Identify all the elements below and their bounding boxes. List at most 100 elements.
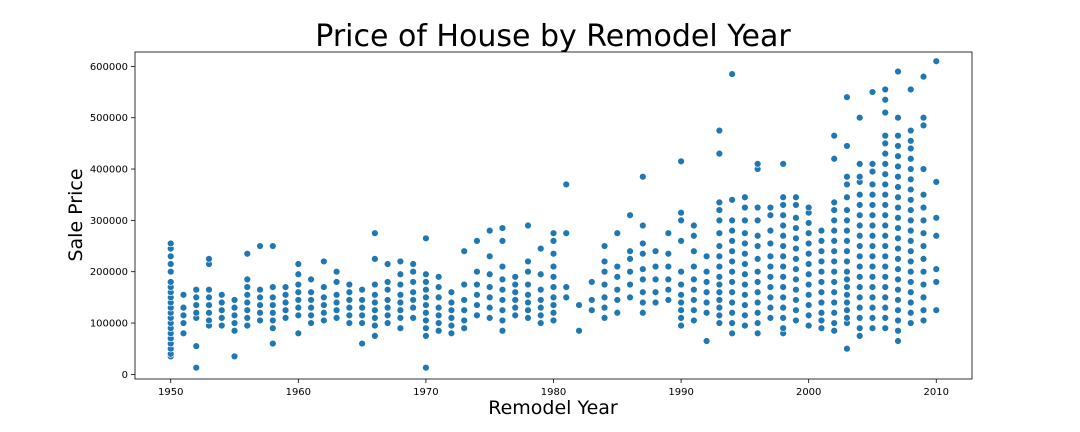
data-point — [932, 278, 940, 286]
data-point — [779, 252, 787, 261]
data-point — [269, 293, 277, 302]
data-point — [766, 314, 775, 322]
data-point — [218, 314, 226, 322]
data-point — [409, 260, 417, 268]
data-point — [549, 293, 558, 302]
data-point — [588, 306, 596, 314]
data-point — [856, 293, 864, 302]
data-point — [549, 316, 558, 325]
data-point — [779, 160, 787, 168]
data-point — [358, 285, 366, 294]
data-point — [371, 229, 379, 237]
data-point — [881, 96, 889, 104]
data-point — [434, 327, 443, 335]
data-point — [486, 303, 494, 312]
data-point — [320, 283, 328, 291]
data-point — [881, 252, 889, 261]
data-point — [639, 298, 647, 307]
data-point — [600, 242, 609, 250]
data-point — [256, 293, 264, 302]
data-point — [473, 301, 481, 309]
data-point — [779, 232, 787, 240]
data-point — [907, 155, 915, 163]
x-tick-label: 1980 — [541, 387, 566, 398]
data-point — [332, 306, 341, 314]
plot-frame — [134, 51, 973, 380]
data-point — [639, 221, 647, 230]
y-tick-label: 200000 — [90, 267, 128, 278]
data-point — [753, 288, 762, 296]
data-point — [600, 268, 609, 276]
data-point — [792, 193, 800, 201]
data-point — [167, 268, 175, 276]
data-point — [256, 309, 264, 317]
data-point — [919, 280, 928, 289]
data-point — [804, 280, 813, 289]
data-point — [690, 275, 698, 284]
data-point — [511, 303, 519, 312]
data-point — [498, 275, 507, 284]
data-point — [345, 280, 354, 289]
data-point — [881, 108, 889, 117]
data-point — [600, 280, 609, 289]
data-point — [894, 285, 902, 294]
data-point — [281, 298, 290, 307]
data-point — [715, 280, 724, 289]
data-point — [766, 293, 775, 302]
data-point — [715, 273, 724, 281]
data-point — [537, 303, 545, 312]
data-point — [856, 201, 864, 209]
data-point — [728, 226, 736, 235]
data-point — [856, 221, 864, 230]
data-point — [294, 329, 303, 338]
data-point — [524, 306, 532, 314]
data-point — [792, 285, 800, 294]
data-point — [383, 311, 392, 320]
data-point — [230, 311, 239, 320]
data-point — [460, 324, 468, 332]
data-point — [753, 232, 762, 240]
data-point — [179, 303, 188, 312]
data-point — [702, 288, 711, 296]
data-point — [434, 311, 443, 320]
data-point — [243, 275, 251, 284]
data-point — [881, 232, 889, 240]
data-point — [843, 216, 851, 225]
data-point — [396, 280, 405, 289]
data-point — [167, 252, 175, 261]
data-point — [856, 273, 864, 281]
data-point — [894, 131, 902, 140]
data-point — [817, 226, 826, 235]
data-point — [753, 160, 762, 168]
data-point — [575, 327, 583, 335]
data-point — [626, 255, 634, 263]
data-point — [804, 260, 813, 268]
data-point — [677, 268, 685, 276]
data-point — [843, 180, 851, 189]
data-point — [460, 316, 468, 325]
data-point — [332, 314, 341, 322]
data-point — [766, 283, 775, 291]
data-point — [167, 239, 175, 248]
data-point — [792, 224, 800, 232]
data-point — [715, 229, 724, 237]
data-point — [881, 149, 889, 158]
data-point — [856, 283, 864, 291]
data-point — [804, 250, 813, 258]
data-point — [715, 252, 724, 261]
data-point — [856, 303, 864, 312]
data-point — [868, 293, 877, 302]
data-point — [779, 193, 787, 201]
data-point — [856, 242, 864, 250]
data-point — [422, 309, 430, 317]
data-point — [345, 311, 354, 320]
data-point — [843, 142, 851, 150]
data-point — [728, 247, 736, 255]
data-point — [498, 237, 507, 245]
data-point — [345, 288, 354, 296]
data-point — [294, 270, 303, 278]
data-point — [779, 262, 787, 271]
data-point — [192, 364, 200, 372]
data-point — [524, 257, 532, 266]
data-point — [907, 268, 915, 276]
